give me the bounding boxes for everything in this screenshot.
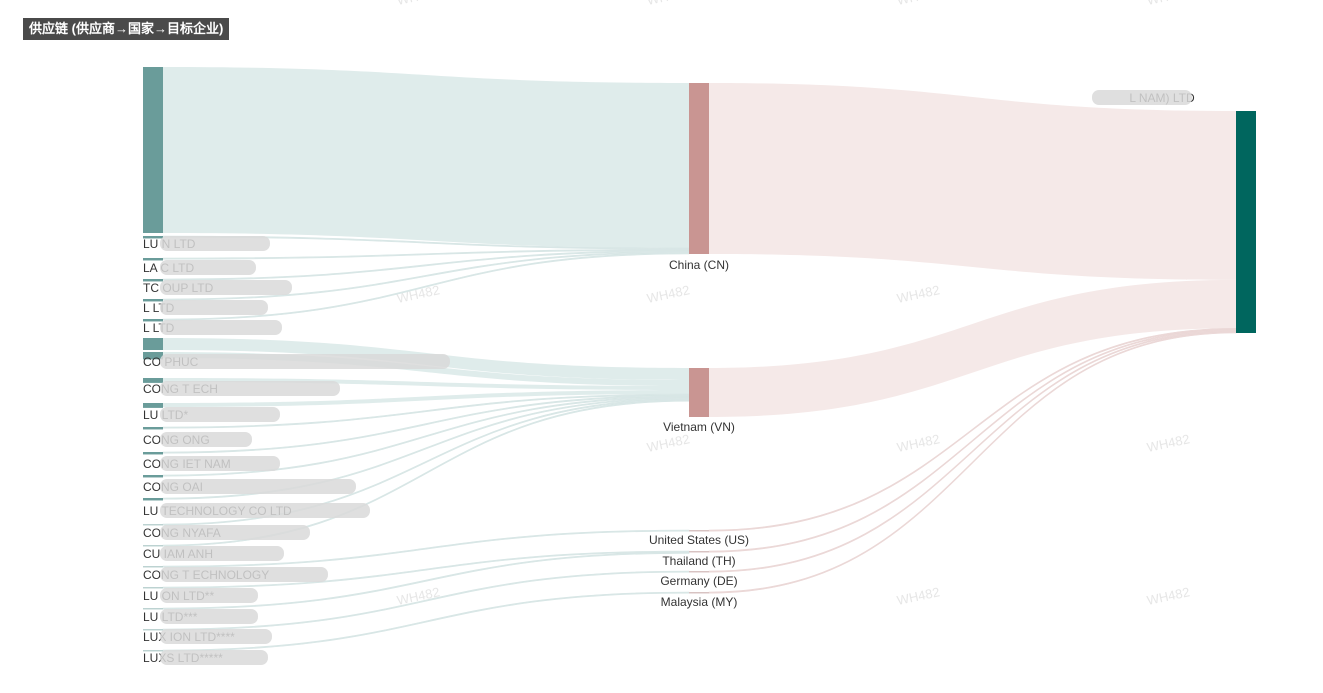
sankey-node-s6[interactable] xyxy=(143,319,163,322)
watermark-text: WH482 xyxy=(1146,431,1192,455)
node-label-us: United States (US) xyxy=(649,533,749,547)
sankey-link-s1-cn xyxy=(163,67,689,249)
watermark-text: WH482 xyxy=(396,584,442,608)
watermark-text: WH482 xyxy=(896,584,942,608)
label-blur-mask xyxy=(160,432,252,447)
sankey-node-vn[interactable] xyxy=(689,368,709,417)
watermark-text: WH482 xyxy=(646,282,692,306)
sankey-link-s10-vn xyxy=(163,390,689,407)
watermark-text: WH482 xyxy=(396,282,442,306)
sankey-links xyxy=(162,67,1237,652)
label-blur-mask xyxy=(160,320,282,335)
watermark-text: WH482 xyxy=(896,282,942,306)
sankey-node-s5[interactable] xyxy=(143,299,163,302)
sankey-node-s7[interactable] xyxy=(143,338,163,350)
label-blur-mask xyxy=(160,280,292,295)
sankey-link-vn-t1 xyxy=(709,279,1236,417)
label-blur-mask xyxy=(160,381,340,396)
sankey-node-s10[interactable] xyxy=(143,403,163,408)
sankey-node-s21[interactable] xyxy=(143,650,163,652)
sankey-node-s1[interactable] xyxy=(143,67,163,233)
sankey-node-s9[interactable] xyxy=(143,378,163,383)
sankey-node-s19[interactable] xyxy=(143,608,163,610)
watermark-text: WH482 xyxy=(396,0,442,8)
label-blur-mask xyxy=(160,525,310,540)
sankey-node-s11[interactable] xyxy=(143,427,163,430)
label-blur-mask xyxy=(160,260,256,275)
label-blur-mask xyxy=(1092,90,1192,105)
sankey-node-my[interactable] xyxy=(689,592,709,594)
label-blur-mask xyxy=(160,503,370,518)
sankey-link-s19-th xyxy=(162,551,690,610)
sankey-link-cn-t1 xyxy=(709,83,1236,280)
label-blur-mask xyxy=(160,567,328,582)
node-label-my: Malaysia (MY) xyxy=(661,595,738,609)
label-blur-mask xyxy=(160,546,284,561)
label-blur-mask xyxy=(160,456,280,471)
label-blur-mask xyxy=(160,236,270,251)
chart-title-badge: 供应链 (供应商→国家→目标企业) xyxy=(23,18,230,40)
node-label-th: Thailand (TH) xyxy=(662,554,735,568)
label-blur-mask xyxy=(160,300,268,315)
sankey-node-de[interactable] xyxy=(689,571,709,573)
sankey-node-cn[interactable] xyxy=(689,83,709,254)
watermark-text: WH482 xyxy=(646,431,692,455)
watermark-text: WH482 xyxy=(1146,0,1192,8)
sankey-node-th[interactable] xyxy=(689,551,709,553)
watermark-text: WH482 xyxy=(896,0,942,8)
label-blur-mask xyxy=(160,407,280,422)
sankey-node-s13[interactable] xyxy=(143,475,163,478)
sankey-node-s20[interactable] xyxy=(143,629,163,631)
sankey-node-t1[interactable] xyxy=(1236,111,1256,333)
label-blur-mask xyxy=(160,629,272,644)
sankey-node-s14[interactable] xyxy=(143,498,163,501)
sankey-node-s18[interactable] xyxy=(143,587,163,589)
sankey-nodes xyxy=(143,67,1256,652)
watermark-text: WH482 xyxy=(1146,584,1192,608)
label-blur-mask xyxy=(160,588,258,603)
node-label-de: Germany (DE) xyxy=(660,574,737,588)
node-label-vn: Vietnam (VN) xyxy=(663,420,735,434)
sankey-node-s12[interactable] xyxy=(143,452,163,455)
sankey-node-s16[interactable] xyxy=(143,545,163,547)
sankey-node-s4[interactable] xyxy=(143,279,163,282)
label-blur-mask xyxy=(160,650,268,665)
sankey-node-us[interactable] xyxy=(689,530,709,532)
watermark-text: WH482 xyxy=(896,431,942,455)
label-blur-mask xyxy=(160,479,356,494)
sankey-node-s8[interactable] xyxy=(143,352,163,360)
sankey-node-s17[interactable] xyxy=(143,566,163,568)
label-blur-mask xyxy=(160,354,450,369)
watermark-text: WH482 xyxy=(646,0,692,8)
sankey-node-s15[interactable] xyxy=(143,524,163,526)
sankey-node-s3[interactable] xyxy=(143,258,163,261)
node-label-cn: China (CN) xyxy=(669,258,729,272)
sankey-node-s2[interactable] xyxy=(143,236,163,239)
label-blur-mask xyxy=(160,609,258,624)
